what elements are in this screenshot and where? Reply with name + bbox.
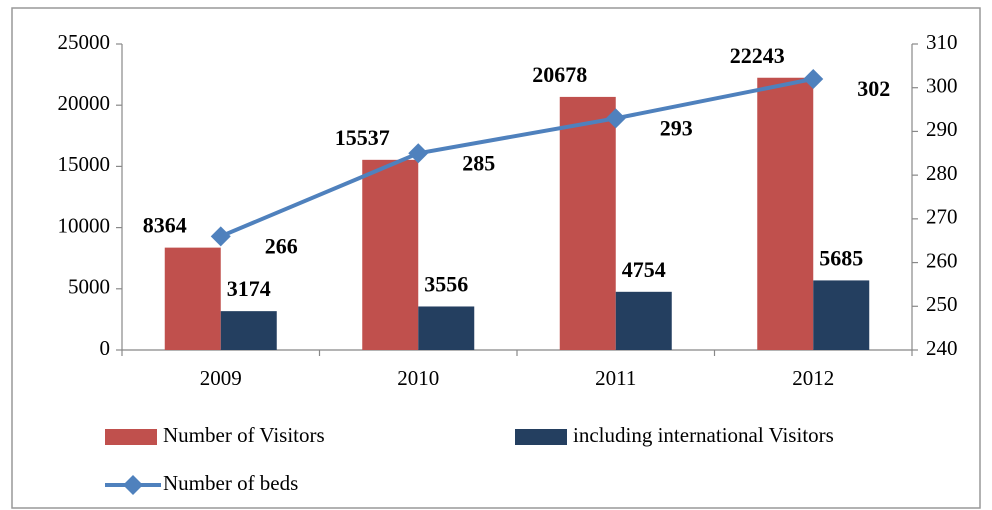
bar [813,280,870,350]
y2-tick-label: 240 [926,336,958,360]
line-marker [803,68,824,89]
y2-tick-label: 290 [926,117,958,141]
data-label: 285 [462,150,495,175]
legend-label: including international Visitors [573,423,834,447]
y-tick-label: 25000 [58,30,111,54]
legend-swatch [515,429,567,445]
data-label: 266 [265,233,298,258]
bar [615,291,672,350]
y-tick-label: 20000 [58,91,111,115]
y2-tick-label: 260 [926,248,958,272]
legend-label: Number of Visitors [163,423,325,447]
y-tick-label: 15000 [58,152,111,176]
x-tick-label: 2010 [397,366,439,390]
bar [757,77,814,351]
y2-tick-label: 280 [926,161,958,185]
x-tick-label: 2012 [792,366,834,390]
y-tick-label: 0 [100,336,111,360]
data-label: 20678 [532,62,587,87]
y2-tick-label: 270 [926,205,958,229]
line-marker [605,108,626,129]
data-label: 8364 [143,213,187,238]
data-label: 293 [660,115,693,140]
bar [559,96,616,351]
data-label: 22243 [730,43,785,68]
y-tick-label: 10000 [58,213,111,237]
data-label: 5685 [819,245,863,270]
data-label: 302 [857,76,890,101]
y2-tick-label: 310 [926,30,958,54]
line-marker [210,226,231,247]
x-tick-label: 2009 [200,366,242,390]
legend-marker [123,475,143,495]
bar [418,306,475,350]
bar [164,247,221,350]
y-tick-label: 5000 [68,275,110,299]
line [219,77,814,239]
data-label: 15537 [335,125,390,150]
data-label: 4754 [622,257,666,282]
y2-tick-label: 250 [926,292,958,316]
legend-label: Number of beds [163,471,298,495]
data-label: 3556 [424,272,468,297]
bar [362,159,419,350]
y2-tick-label: 300 [926,74,958,98]
legend-swatch [105,429,157,445]
line-marker [408,143,429,164]
data-label: 3174 [227,276,271,301]
bar [220,311,277,350]
x-tick-label: 2011 [595,366,636,390]
